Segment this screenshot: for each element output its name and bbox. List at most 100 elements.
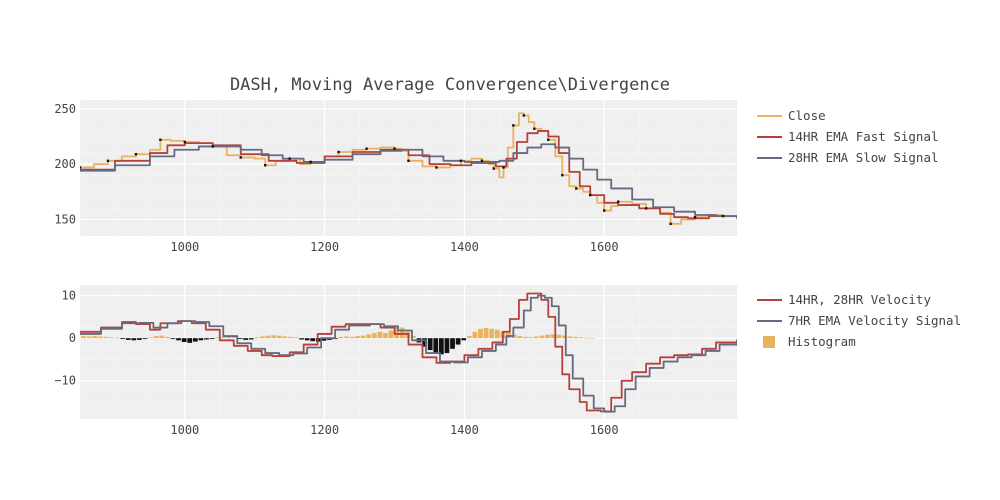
y-tick-label: 150 bbox=[54, 212, 76, 226]
close-marker bbox=[211, 145, 214, 148]
close-marker bbox=[407, 159, 410, 163]
legend-label: 7HR EMA Velocity Signal bbox=[788, 313, 961, 328]
close-marker bbox=[492, 167, 495, 170]
legend-label: Close bbox=[788, 108, 826, 123]
histogram-bar bbox=[232, 336, 237, 339]
histogram-bar bbox=[176, 338, 181, 341]
histogram-bar bbox=[556, 334, 562, 339]
histogram-bar bbox=[142, 338, 148, 340]
histogram-bar bbox=[450, 338, 455, 349]
x-tick-label: 1400 bbox=[450, 240, 479, 254]
histogram-bar bbox=[92, 336, 98, 339]
histogram-bar bbox=[310, 338, 316, 342]
momentum-legend: 14HR, 28HR Velocity 7HR EMA Velocity Sign… bbox=[757, 292, 961, 349]
histogram-bar bbox=[86, 336, 92, 339]
y-tick-label: 250 bbox=[54, 102, 76, 116]
close-marker bbox=[80, 166, 82, 169]
histogram-bar bbox=[589, 338, 595, 339]
histogram-bar bbox=[103, 336, 109, 339]
x-tick-label: 1000 bbox=[170, 423, 199, 437]
close-marker bbox=[603, 209, 606, 212]
close-marker bbox=[337, 150, 340, 154]
plot-background bbox=[80, 285, 737, 419]
price-legend: Close 14HR EMA Fast Signal 28HR EMA Slow S… bbox=[757, 108, 939, 165]
histogram-bar bbox=[545, 334, 550, 339]
histogram-bar bbox=[422, 338, 427, 347]
histogram-bar bbox=[248, 338, 254, 340]
histogram-bar bbox=[276, 335, 282, 339]
histogram-bar bbox=[159, 335, 165, 339]
histogram-bar bbox=[260, 336, 265, 339]
histogram-bar bbox=[567, 336, 573, 339]
close-marker bbox=[459, 159, 463, 163]
close-marker bbox=[669, 222, 672, 226]
histogram-bar bbox=[366, 334, 372, 339]
y-tick-label: 200 bbox=[54, 157, 76, 171]
close-marker bbox=[616, 200, 620, 203]
y-tick-label: −10 bbox=[54, 374, 76, 388]
legend-label: 14HR, 28HR Velocity bbox=[788, 292, 931, 307]
histogram-bar bbox=[271, 335, 276, 339]
histogram-bar bbox=[254, 337, 260, 339]
histogram-bar bbox=[81, 336, 86, 339]
histogram-bar bbox=[444, 338, 450, 354]
histogram-bar bbox=[120, 338, 126, 340]
close-marker bbox=[721, 214, 725, 218]
price-panel: 1000 1200 1400 1600 150 200 250 bbox=[54, 100, 737, 254]
histogram-bar bbox=[383, 333, 388, 339]
close-marker bbox=[365, 147, 368, 150]
x-tick-label: 1200 bbox=[310, 240, 339, 254]
close-marker bbox=[644, 207, 648, 210]
histogram-bar bbox=[411, 336, 416, 339]
histogram-bar bbox=[489, 328, 495, 339]
close-marker bbox=[288, 157, 291, 160]
histogram-bar bbox=[394, 325, 399, 339]
close-marker bbox=[502, 166, 505, 169]
close-marker bbox=[561, 173, 564, 177]
x-tick-label: 1400 bbox=[450, 423, 479, 437]
histogram-bar bbox=[198, 338, 204, 341]
histogram-bar bbox=[561, 335, 567, 339]
histogram-bar bbox=[550, 334, 556, 339]
close-marker bbox=[480, 159, 484, 163]
x-tick-label: 1600 bbox=[590, 423, 619, 437]
series-line-slow bbox=[80, 143, 737, 218]
histogram-bar bbox=[433, 338, 439, 354]
histogram-bar bbox=[204, 338, 209, 340]
histogram-bar bbox=[483, 327, 489, 339]
histogram-bar bbox=[131, 338, 137, 341]
y-tick-label: 10 bbox=[62, 289, 76, 303]
close-marker bbox=[575, 187, 578, 190]
histogram-bar bbox=[137, 338, 142, 340]
histogram-bar bbox=[472, 331, 478, 339]
histogram-bar bbox=[321, 338, 327, 341]
histogram-bar bbox=[539, 335, 545, 339]
histogram-bar bbox=[237, 338, 243, 340]
histogram-bar bbox=[299, 338, 304, 340]
histogram-bar bbox=[153, 336, 159, 339]
chart-title: DASH, Moving Average Convergence\Diverge… bbox=[230, 75, 670, 95]
histogram-bar bbox=[243, 338, 249, 340]
histogram-bar bbox=[377, 331, 383, 339]
histogram-bar bbox=[125, 338, 131, 340]
histogram-bar bbox=[466, 336, 472, 339]
histogram-bar bbox=[517, 336, 523, 339]
histogram-bar bbox=[478, 328, 483, 339]
close-marker bbox=[547, 138, 550, 142]
close-marker bbox=[393, 147, 396, 150]
legend-label: 28HR EMA Slow Signal bbox=[788, 150, 939, 165]
histogram-bar bbox=[534, 336, 539, 339]
histogram-bar bbox=[209, 338, 215, 340]
histogram-bar bbox=[461, 338, 467, 341]
histogram-bar bbox=[522, 336, 528, 339]
close-marker bbox=[309, 160, 312, 164]
histogram-bar bbox=[192, 338, 198, 342]
histogram-bar bbox=[343, 336, 349, 339]
histogram-bar bbox=[215, 337, 221, 339]
histogram-bar bbox=[164, 336, 170, 339]
histogram-bar bbox=[438, 338, 444, 355]
close-marker bbox=[134, 152, 138, 156]
close-marker bbox=[693, 216, 697, 219]
histogram-bar bbox=[355, 336, 360, 339]
